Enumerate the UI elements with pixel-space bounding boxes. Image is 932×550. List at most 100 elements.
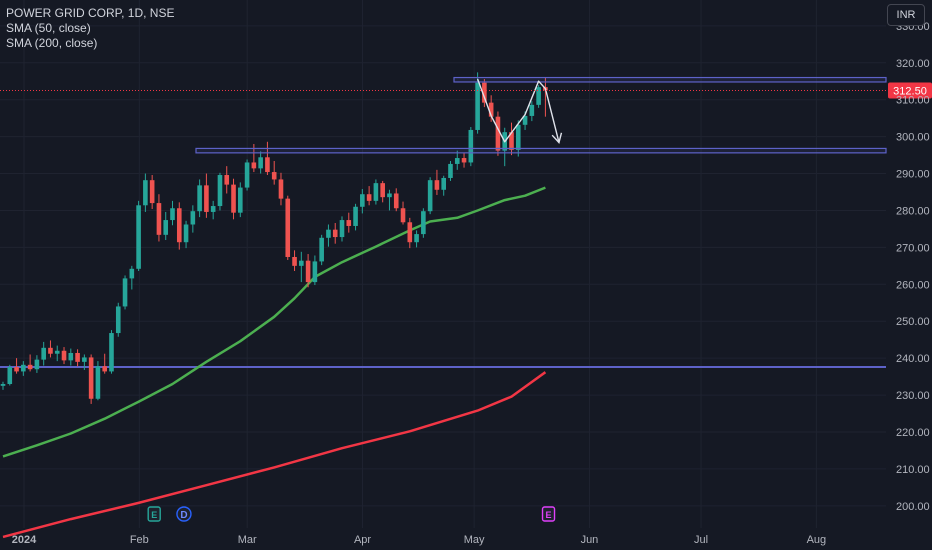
candle-body — [292, 256, 297, 266]
candle — [190, 205, 196, 233]
candle — [393, 188, 399, 212]
candle-body — [509, 132, 514, 150]
candle-body — [231, 184, 236, 213]
y-axis[interactable]: 200.00 210.00 220.00 230.00 240.00 250.00 260.… — [896, 21, 930, 513]
candle-body — [21, 364, 26, 372]
candle-body — [529, 104, 535, 116]
candle — [373, 179, 379, 205]
candle-body — [238, 187, 243, 213]
candle-body — [373, 183, 379, 201]
grid-lines — [0, 0, 886, 528]
candle-body — [326, 229, 331, 238]
candle — [529, 101, 535, 122]
candle-body — [14, 367, 19, 372]
candle — [448, 160, 453, 181]
candle — [48, 340, 53, 358]
candle — [271, 160, 277, 185]
earnings-event: E — [147, 506, 161, 522]
last-price: 312.50 — [0, 82, 932, 99]
dividend-event: D — [176, 506, 192, 522]
sma-50-label[interactable]: SMA (50, close) — [6, 21, 91, 35]
y-tick-label: 200.00 — [896, 501, 930, 513]
candle-body — [299, 260, 304, 266]
candle-body — [183, 224, 189, 243]
candle-body — [210, 206, 216, 212]
symbol-title[interactable]: POWER GRID CORP, 1D, NSE — [6, 6, 175, 20]
candle-body — [54, 350, 60, 354]
y-tick-label: 260.00 — [896, 279, 930, 291]
candle — [434, 169, 440, 195]
candle-body — [285, 198, 291, 257]
candle — [265, 141, 270, 176]
candle-body — [448, 163, 453, 178]
candle — [68, 348, 74, 366]
x-tick-label: 2024 — [12, 534, 37, 546]
candle-body — [380, 183, 385, 198]
chart-legend: POWER GRID CORP, 1D, NSE SMA (50, close)… — [6, 6, 174, 51]
candle-body — [122, 278, 128, 307]
candle-body — [204, 185, 209, 212]
currency-button[interactable]: INR — [887, 4, 925, 26]
candle — [122, 275, 128, 310]
candle — [54, 345, 60, 362]
candle — [170, 200, 175, 226]
sma-200-label[interactable]: SMA (200, close) — [6, 36, 98, 50]
x-axis[interactable]: 2024 Feb Mar Apr May Jun Jul Aug — [12, 534, 826, 546]
candle-body — [102, 366, 107, 372]
dividend-label: D — [180, 510, 187, 521]
candle-body — [414, 234, 419, 243]
candle-body — [353, 206, 358, 226]
candle-body — [475, 82, 480, 130]
candle — [204, 173, 209, 218]
candle — [366, 186, 372, 206]
candle-body — [312, 261, 318, 283]
candle — [176, 202, 182, 250]
candle-body — [143, 180, 148, 206]
candle — [312, 255, 318, 286]
candle-body — [82, 357, 87, 362]
candle — [346, 212, 352, 233]
candle — [102, 353, 107, 374]
resistance-zone — [453, 76, 887, 83]
candle-body — [251, 162, 257, 169]
candle-body — [366, 194, 372, 201]
candle — [244, 159, 250, 191]
x-tick-label: May — [464, 534, 485, 546]
candle-body — [488, 102, 494, 117]
candle-body — [387, 193, 392, 198]
candle-body — [522, 115, 528, 125]
candle-body — [319, 237, 324, 262]
candle — [75, 349, 80, 367]
candle — [61, 347, 67, 365]
candle — [210, 200, 216, 220]
candle — [197, 179, 202, 218]
candle — [95, 361, 101, 401]
candle-body — [360, 194, 365, 207]
candle — [278, 172, 284, 206]
candle — [400, 201, 406, 225]
candle — [27, 354, 33, 372]
last-price-label: 312.50 — [893, 85, 927, 97]
candle — [292, 250, 297, 272]
candle-body — [0, 384, 6, 386]
candle-body — [515, 124, 521, 150]
candle-body — [339, 220, 345, 238]
moving-averages — [2, 186, 547, 539]
candle — [380, 180, 385, 203]
candle-body — [95, 366, 101, 399]
candle — [88, 354, 94, 404]
candle — [414, 230, 419, 248]
candle-body — [156, 203, 162, 235]
candle-body — [454, 158, 460, 164]
earnings-label: E — [151, 510, 157, 520]
x-tick-label: Apr — [354, 534, 371, 546]
candle-body — [421, 211, 426, 235]
candle-body — [271, 172, 277, 180]
candle — [360, 189, 365, 214]
candle — [299, 251, 304, 283]
candle — [319, 234, 324, 266]
candle — [482, 79, 487, 108]
candle-body — [482, 82, 487, 103]
candle-body — [34, 359, 40, 370]
